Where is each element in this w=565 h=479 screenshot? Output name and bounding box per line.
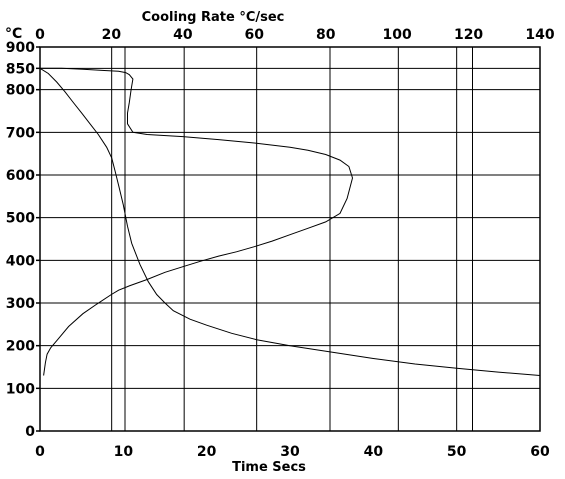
y-tick-label-0: 0 — [25, 424, 35, 440]
x-tick-label-20: 20 — [197, 444, 217, 460]
x-tick-label-10: 10 — [114, 444, 134, 460]
top-tick-label-120: 120 — [454, 27, 483, 43]
cooling-rate-line — [40, 67, 354, 376]
y-tick-label-900: 900 — [6, 40, 35, 56]
top-tick-label-20: 20 — [102, 27, 122, 43]
top-tick-label-60: 60 — [245, 27, 265, 43]
x-tick-label-0: 0 — [35, 444, 45, 460]
x-tick-label-30: 30 — [280, 444, 300, 460]
y-tick-label-500: 500 — [6, 211, 35, 227]
y-tick-label-850: 850 — [6, 61, 35, 77]
x-tick-label-40: 40 — [364, 444, 384, 460]
top-axis-title: Cooling Rate °C/sec — [142, 10, 285, 25]
top-tick-label-0: 0 — [35, 27, 45, 43]
plot-frame — [39, 46, 541, 432]
cooling-curve-line — [39, 67, 541, 376]
y-tick-label-300: 300 — [6, 296, 35, 312]
x-tick-label-50: 50 — [447, 444, 467, 460]
top-tick-label-40: 40 — [173, 27, 193, 43]
y-tick-label-200: 200 — [6, 339, 35, 355]
y-tick-label-600: 600 — [6, 168, 35, 184]
top-tick-label-100: 100 — [383, 27, 412, 43]
y-tick-label-100: 100 — [6, 381, 35, 397]
y-tick-label-400: 400 — [6, 253, 35, 269]
y-tick-label-800: 800 — [6, 83, 35, 99]
top-tick-label-80: 80 — [316, 27, 336, 43]
top-tick-label-140: 140 — [525, 27, 554, 43]
series-group — [39, 67, 541, 376]
grid — [40, 46, 540, 432]
x-tick-label-60: 60 — [530, 444, 550, 460]
y-tick-label-700: 700 — [6, 125, 35, 141]
bottom-axis-title: Time Secs — [232, 460, 306, 475]
reference-lines — [111, 47, 473, 431]
temperature-unit-label: °C — [5, 26, 22, 42]
